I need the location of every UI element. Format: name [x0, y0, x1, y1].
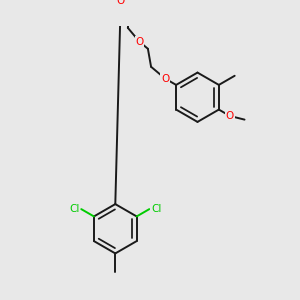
Text: O: O	[117, 0, 125, 6]
Text: O: O	[135, 37, 144, 47]
Text: Cl: Cl	[151, 204, 161, 214]
Text: O: O	[226, 111, 234, 121]
Text: Cl: Cl	[69, 204, 80, 214]
Text: O: O	[161, 74, 169, 83]
